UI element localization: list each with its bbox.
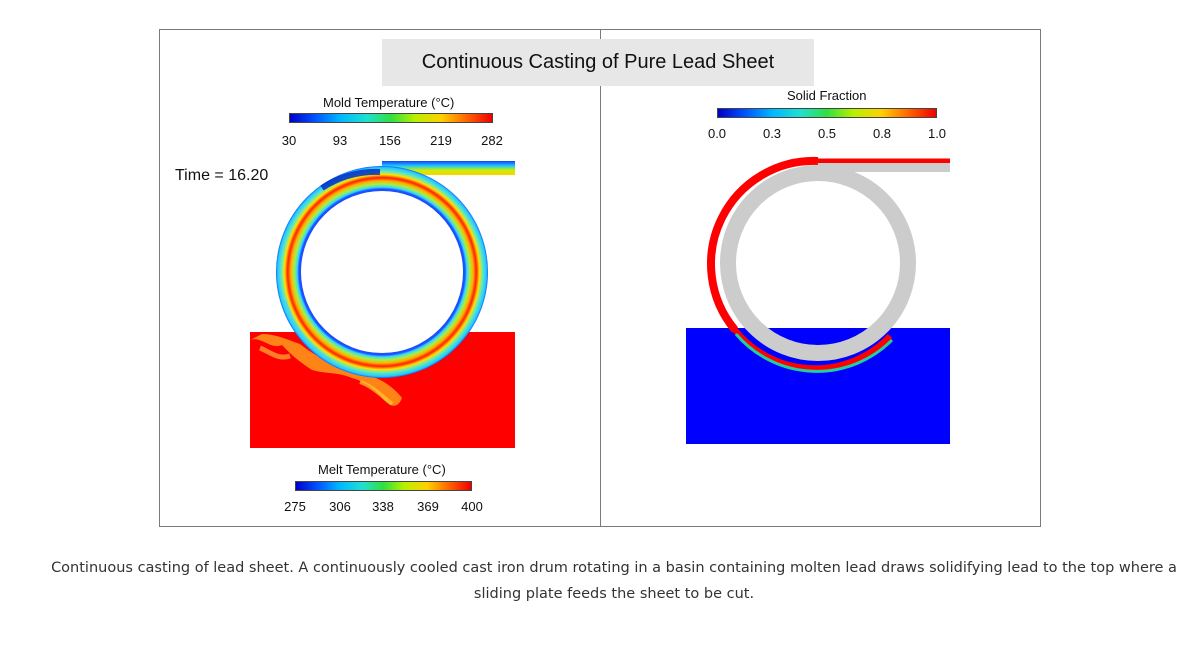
mold-tick: 219 — [430, 133, 452, 148]
mold-tick: 30 — [281, 133, 297, 148]
figure-caption: Continuous casting of lead sheet. A cont… — [51, 560, 1177, 602]
mold-colorbar — [289, 113, 493, 123]
mold-colorbar-title: Mold Temperature (°C) — [323, 95, 455, 110]
melt-colorbar — [295, 481, 472, 491]
fraction-tick: 0.3 — [762, 126, 782, 141]
fraction-colorbar-title: Solid Fraction — [787, 88, 867, 103]
fraction-tick: 0.5 — [817, 126, 837, 141]
melt-tick: 338 — [372, 499, 394, 514]
fraction-tick: 0.8 — [872, 126, 892, 141]
melt-tick: 275 — [284, 499, 306, 514]
mold-tick: 282 — [481, 133, 503, 148]
mold-tick: 156 — [379, 133, 401, 148]
melt-tick: 369 — [417, 499, 439, 514]
figure-title: Continuous Casting of Pure Lead Sheet — [382, 39, 814, 86]
melt-tick: 400 — [461, 499, 483, 514]
panel-divider — [600, 29, 601, 526]
fraction-colorbar — [717, 108, 937, 118]
fraction-tick: 0.0 — [707, 126, 727, 141]
solid-shell-right — [707, 156, 950, 373]
drum-ring-right — [720, 163, 950, 361]
mold-tick: 93 — [332, 133, 348, 148]
melt-tick: 306 — [329, 499, 351, 514]
time-label: Time = 16.20 — [175, 167, 269, 184]
melt-colorbar-title: Melt Temperature (°C) — [318, 462, 446, 477]
drum-ring-left — [276, 166, 488, 378]
fraction-tick: 1.0 — [927, 126, 947, 141]
